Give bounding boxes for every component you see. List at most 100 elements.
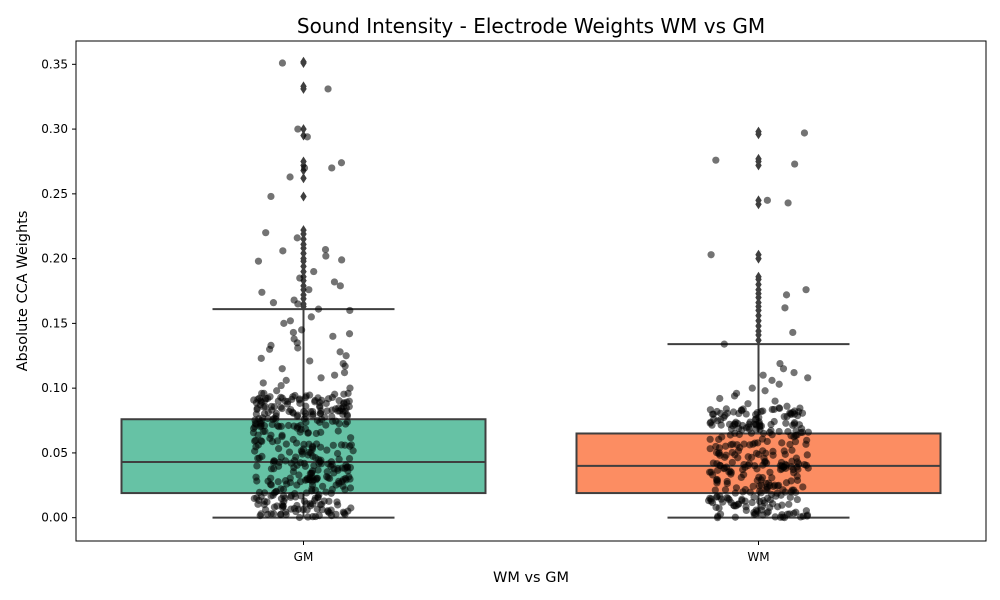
data-point [253, 477, 261, 485]
outlier-marker [755, 320, 762, 331]
data-point [312, 440, 321, 448]
data-point [331, 371, 339, 379]
data-point [753, 476, 761, 485]
data-point [322, 252, 330, 260]
data-point [296, 274, 304, 282]
data-point [282, 508, 290, 516]
data-point [331, 405, 340, 413]
data-point [303, 500, 311, 508]
data-point [347, 504, 355, 512]
data-point [293, 481, 301, 489]
data-point [328, 393, 336, 402]
data-point [334, 427, 342, 435]
data-point [273, 387, 281, 395]
outlier-marker [755, 279, 762, 290]
data-point [288, 395, 296, 404]
data-point [802, 286, 810, 294]
data-point [286, 317, 294, 325]
data-point [298, 450, 306, 458]
data-point [345, 454, 354, 463]
outlier-marker [755, 315, 762, 326]
data-point [766, 496, 774, 504]
data-point [317, 374, 325, 382]
data-point [275, 445, 283, 453]
data-point [738, 495, 746, 503]
outlier-marker [300, 173, 307, 184]
data-point [302, 402, 310, 410]
data-point [744, 423, 752, 431]
data-point [723, 493, 731, 502]
data-point [722, 463, 731, 471]
data-point [788, 457, 796, 465]
data-point [744, 453, 752, 461]
data-point [706, 435, 714, 443]
outlier-marker [300, 81, 307, 92]
data-point [305, 286, 313, 294]
data-point [748, 498, 756, 507]
data-point [771, 397, 779, 405]
data-point [744, 400, 752, 408]
data-point [756, 426, 764, 434]
data-point [342, 352, 350, 360]
data-point [803, 436, 811, 444]
data-point [731, 451, 739, 459]
y-tick-label: 0.00 [41, 511, 68, 525]
data-point [311, 494, 319, 502]
outlier-marker [755, 195, 762, 206]
data-point [321, 245, 330, 254]
data-point [282, 440, 290, 448]
data-point [779, 365, 788, 373]
data-point [328, 460, 336, 469]
data-point [729, 440, 737, 448]
data-point [267, 465, 276, 473]
data-point [344, 467, 352, 475]
data-point [294, 300, 302, 308]
data-point [716, 461, 724, 469]
data-point [279, 247, 287, 255]
data-point [786, 493, 794, 501]
data-point [274, 478, 282, 486]
data-point [296, 399, 304, 407]
data-point [277, 381, 285, 390]
data-point [741, 485, 750, 494]
data-point [803, 451, 811, 459]
outlier-marker [300, 298, 307, 309]
data-point [278, 501, 286, 509]
outlier-marker [755, 297, 762, 308]
data-point [752, 449, 761, 457]
y-axis-label: Absolute CCA Weights [15, 211, 31, 372]
data-point [251, 436, 260, 445]
data-point [286, 474, 294, 482]
data-point [755, 418, 763, 426]
data-point [776, 359, 784, 368]
data-point [264, 510, 272, 518]
data-point [254, 257, 263, 265]
outlier-marker [300, 56, 307, 67]
data-point [759, 461, 767, 469]
data-point [269, 299, 278, 307]
data-point [786, 440, 794, 449]
data-point [341, 486, 349, 494]
outlier-marker [755, 271, 762, 282]
data-point [780, 413, 788, 421]
data-point [256, 512, 264, 520]
data-point [301, 462, 309, 470]
data-point [787, 463, 795, 471]
data-point [260, 501, 268, 509]
data-point [747, 429, 756, 437]
data-point [308, 487, 316, 495]
data-point [250, 396, 258, 404]
data-point [311, 512, 320, 521]
data-point [711, 486, 719, 494]
data-point [278, 432, 286, 441]
data-point [330, 469, 338, 477]
data-point [757, 489, 765, 497]
data-point [328, 485, 336, 493]
data-point [790, 486, 798, 494]
data-point [774, 503, 782, 511]
data-point [305, 440, 313, 448]
y-tick-label: 0.20 [41, 252, 68, 266]
data-point [326, 474, 334, 483]
data-point [804, 374, 812, 382]
data-point [316, 458, 324, 466]
